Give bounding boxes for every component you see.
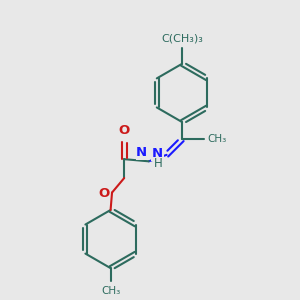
Text: N: N <box>136 146 147 159</box>
Text: CH₃: CH₃ <box>101 286 120 296</box>
Text: CH₃: CH₃ <box>207 134 226 144</box>
Text: H: H <box>154 157 163 170</box>
Text: O: O <box>98 187 110 200</box>
Text: C(CH₃)₃: C(CH₃)₃ <box>161 34 203 44</box>
Text: O: O <box>118 124 130 137</box>
Text: N: N <box>152 147 163 160</box>
